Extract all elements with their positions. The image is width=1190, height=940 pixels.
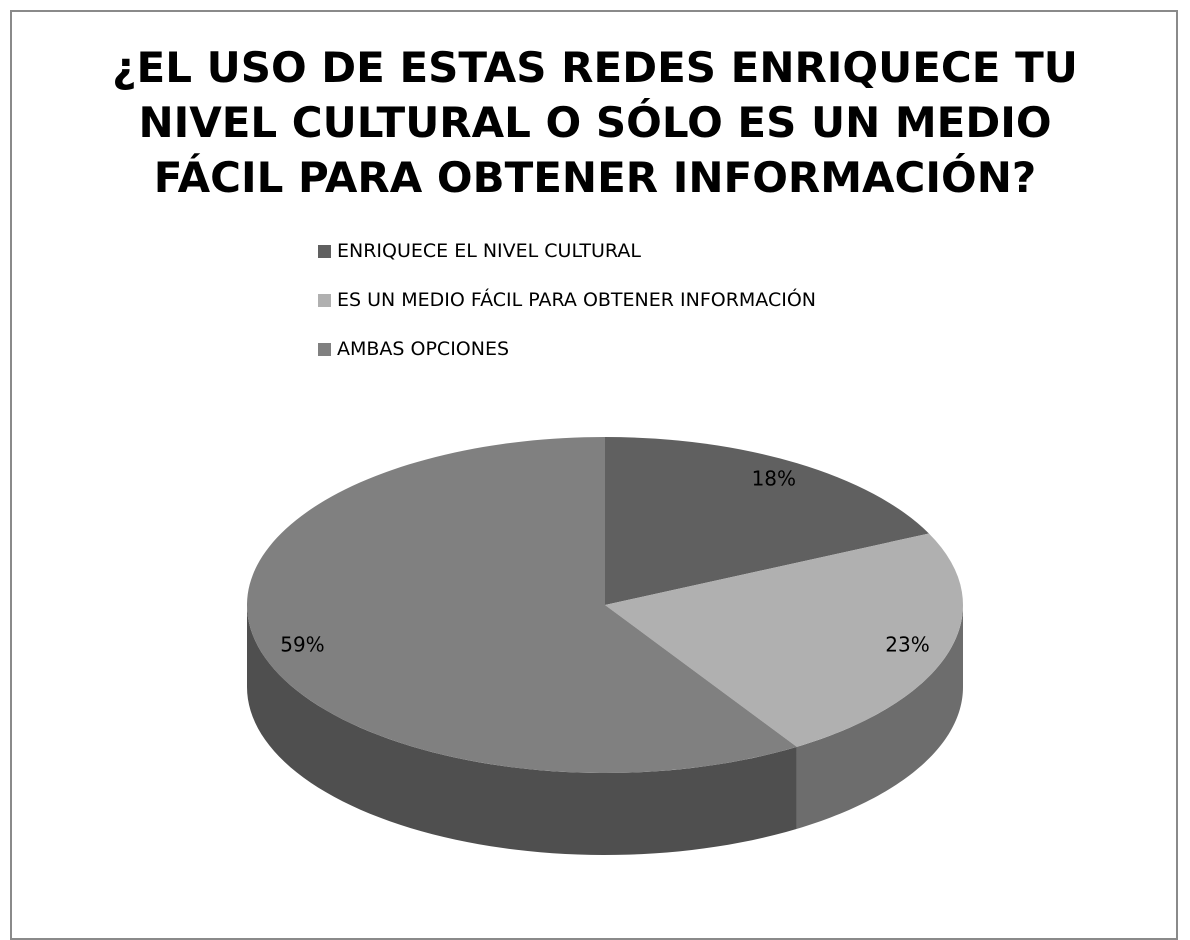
legend-label: ES UN MEDIO FÁCIL PARA OBTENER INFORMACI… (337, 289, 816, 311)
legend-label: ENRIQUECE EL NIVEL CULTURAL (337, 240, 641, 262)
data-label: 23% (885, 633, 929, 657)
legend-label: AMBAS OPCIONES (337, 338, 510, 360)
legend-swatch (318, 342, 331, 356)
chart-title: ¿EL USO DE ESTAS REDES ENRIQUECE TU NIVE… (112, 43, 1078, 202)
legend-item: ENRIQUECE EL NIVEL CULTURAL (318, 240, 641, 262)
data-label: 59% (280, 633, 324, 657)
pie-slice (605, 437, 929, 605)
legend-swatch (318, 244, 331, 258)
legend-item: ES UN MEDIO FÁCIL PARA OBTENER INFORMACI… (318, 289, 816, 311)
data-label: 18% (752, 467, 796, 491)
pie-side (796, 605, 963, 829)
legend-swatch (318, 293, 331, 307)
pie-slice (247, 437, 797, 773)
pie-side (247, 605, 797, 855)
legend-item: AMBAS OPCIONES (318, 338, 509, 360)
pie-slice (605, 533, 964, 747)
